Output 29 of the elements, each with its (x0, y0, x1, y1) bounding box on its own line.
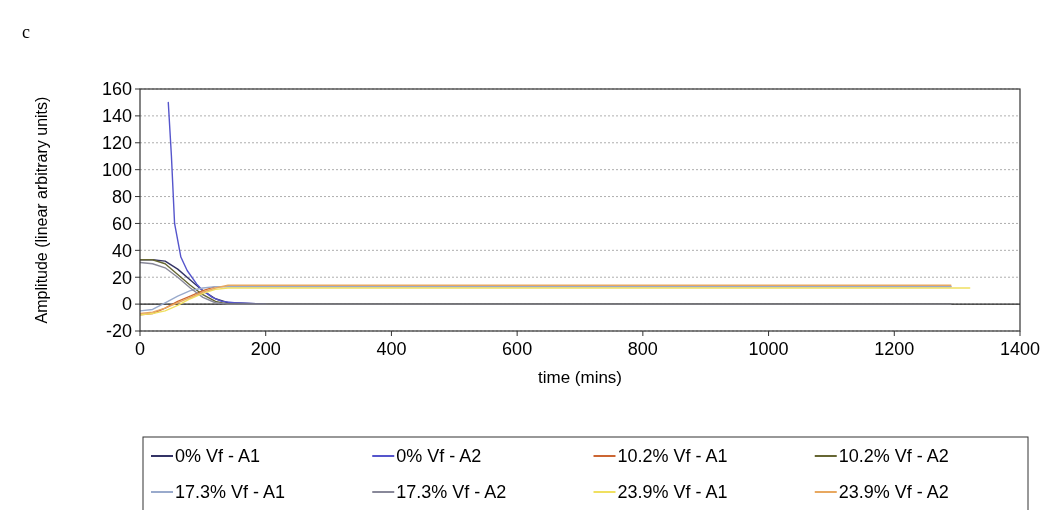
legend-label: 23.9% Vf - A1 (617, 482, 728, 503)
legend-label: 10.2% Vf - A1 (617, 446, 728, 467)
y-tick-label: 60 (111, 213, 132, 234)
legend-label: 0% Vf - A2 (396, 446, 482, 467)
x-tick-label: 1400 (999, 339, 1041, 359)
x-tick-label: 600 (502, 339, 533, 359)
x-tick-label: 1000 (748, 339, 789, 359)
legend-label: 17.3% Vf - A2 (396, 482, 507, 503)
legend-label: 17.3% Vf - A1 (175, 482, 286, 503)
x-tick-label: 0 (134, 339, 146, 359)
y-tick-label: 20 (111, 267, 132, 288)
x-tick-label: 400 (376, 339, 407, 359)
y-tick-label: 80 (111, 186, 132, 207)
x-axis-title: time (mins) (537, 368, 623, 387)
y-tick-label: 0 (121, 294, 132, 315)
x-tick-label: 800 (627, 339, 658, 359)
legend-label: 0% Vf - A1 (175, 446, 261, 467)
chart-title: c (22, 22, 30, 42)
y-tick-label: 120 (101, 133, 132, 154)
y-tick-label: 160 (101, 79, 132, 100)
y-axis-title: Amplitude (linear arbitrary units) (33, 96, 50, 324)
y-tick-label: 140 (101, 106, 132, 127)
legend-label: 23.9% Vf - A2 (838, 482, 949, 503)
y-tick-label: -20 (105, 321, 132, 342)
y-tick-label: 40 (111, 240, 132, 261)
x-tick-label: 200 (250, 339, 281, 359)
y-tick-label: 100 (101, 159, 132, 180)
legend-label: 10.2% Vf - A2 (838, 446, 949, 467)
x-tick-label: 1200 (874, 339, 915, 359)
